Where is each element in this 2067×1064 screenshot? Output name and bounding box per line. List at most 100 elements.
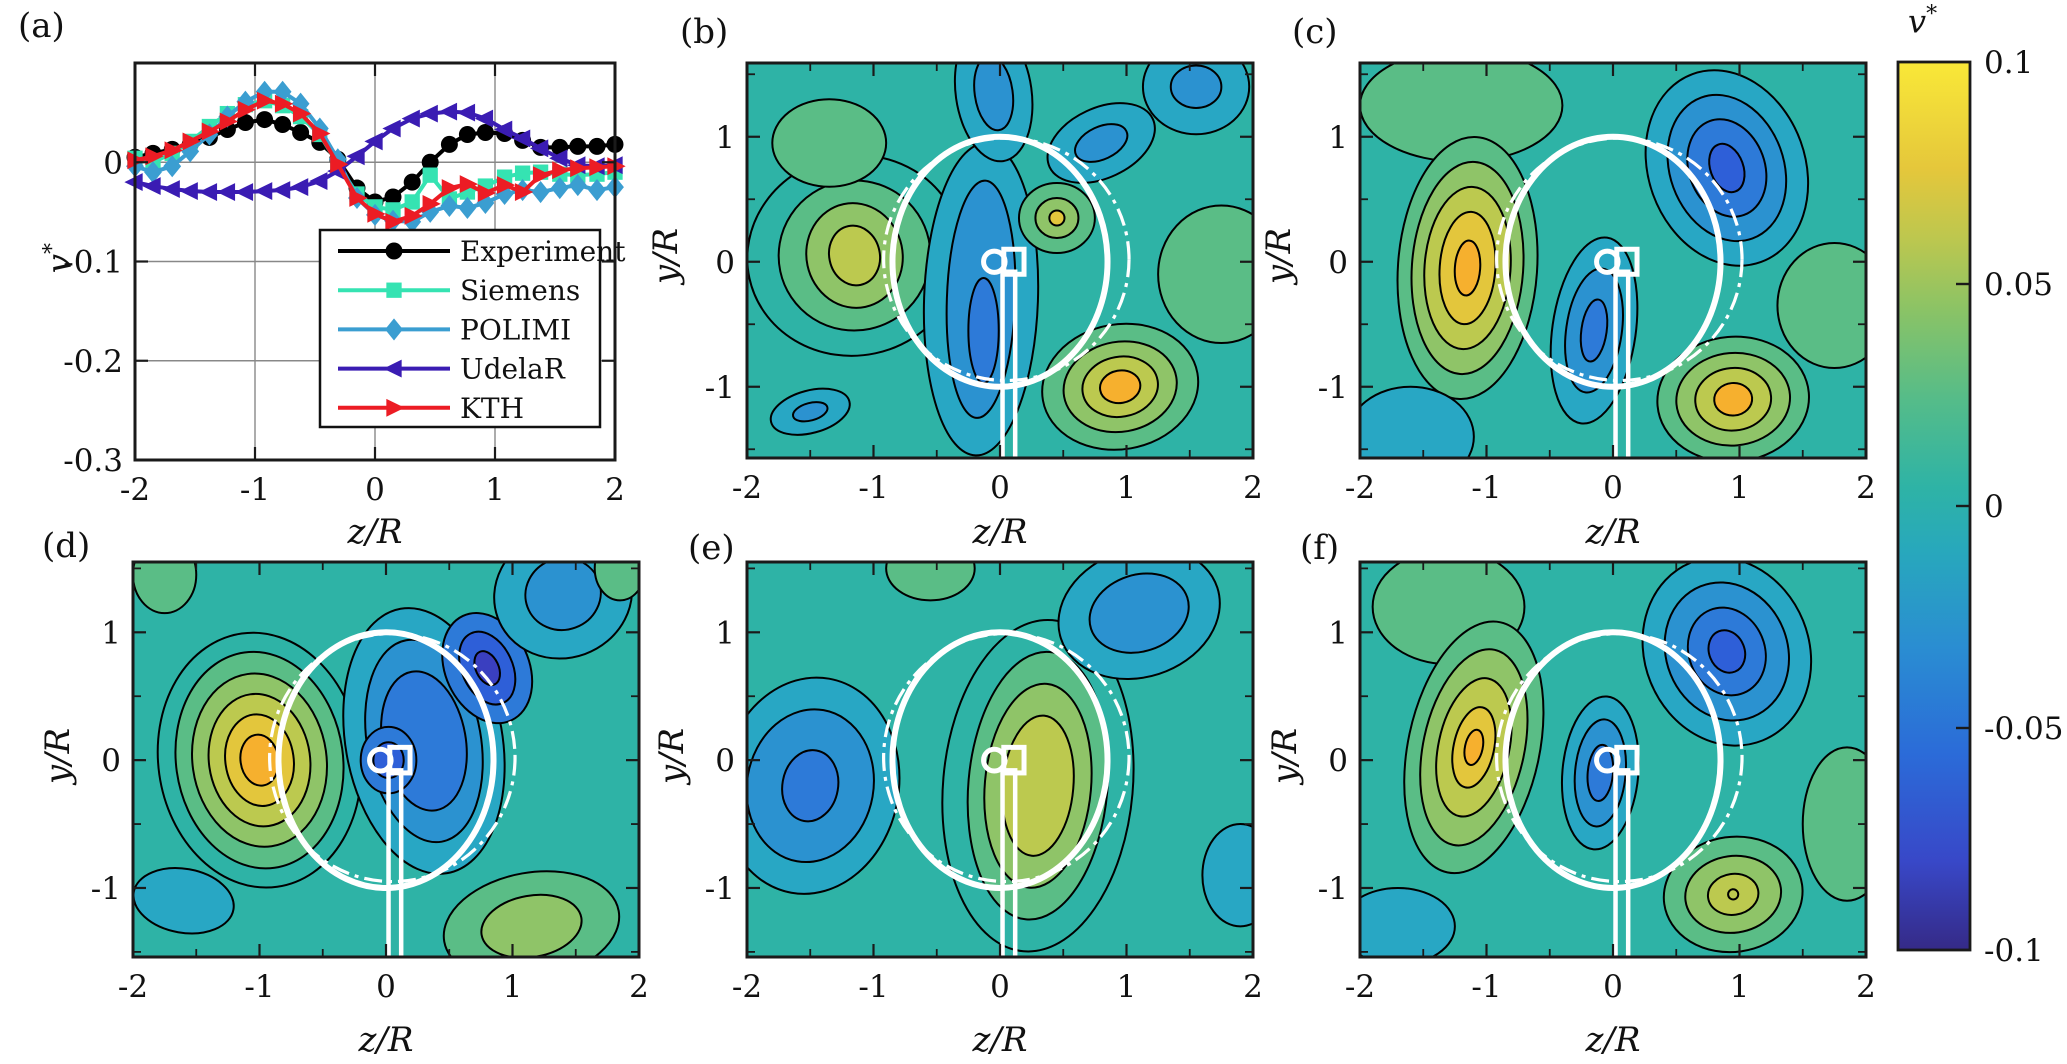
- panel-c-title: (c): [1292, 12, 1338, 52]
- colorbar-tick-label: -0.05: [1984, 711, 2064, 747]
- x-tick-label: 2: [1243, 470, 1263, 506]
- panel-d-ylabel: y/R: [38, 727, 78, 785]
- legend: Experiment Siemens POLIMI UdelaR KTH: [318, 228, 626, 429]
- plot-frame: [745, 61, 1255, 460]
- panel-c-xlabel: z/R: [1585, 512, 1641, 552]
- x-tick-label: -2: [118, 969, 148, 1005]
- x-tick-label: -1: [244, 969, 274, 1005]
- colorbar-tick-label: -0.1: [1984, 933, 2044, 969]
- legend-label: POLIMI: [460, 313, 571, 346]
- panel-d-title: (d): [42, 526, 91, 566]
- panel-e-xlabel: z/R: [972, 1020, 1028, 1060]
- panel-a-xlabel: z/R: [347, 512, 403, 552]
- panel-e-title: (e): [688, 528, 735, 568]
- rotor-disk-ellipse: [889, 133, 1111, 390]
- tick-labels: -2 -1 0 1 2 1 0 -1: [1318, 120, 1876, 506]
- tick-labels: -2 -1 0 1 2 1 0 -1: [91, 615, 649, 1005]
- tower: [1000, 768, 1018, 957]
- x-tick-label: -2: [1345, 969, 1375, 1005]
- rotor-disk-ellipse: [1502, 133, 1724, 390]
- panel-d: -2 -1 0 1 2 1 0 -1: [91, 560, 649, 1005]
- x-tick-label: 1: [1117, 470, 1137, 506]
- x-tick-label: -1: [858, 470, 888, 506]
- y-tick-label: -0.1: [63, 245, 123, 281]
- tower: [1613, 269, 1631, 458]
- x-tick-label: 1: [503, 969, 523, 1005]
- x-tick-label: 0: [1603, 470, 1623, 506]
- x-tick-label: -1: [240, 472, 270, 508]
- colorbar-tick-label: 0: [1984, 489, 2004, 525]
- y-tick-label: 0: [715, 743, 735, 779]
- plot-frame: [745, 560, 1255, 959]
- tick-labels: -2 -1 0 1 2 1 0 -1: [705, 615, 1263, 1005]
- tick-labels: -2 -1 0 1 2 1 0 -1: [705, 120, 1263, 506]
- series-UdelaR: [124, 102, 623, 201]
- colorbar-tick-label: 0.05: [1984, 267, 2053, 303]
- rotor-dashdot-circle: [1495, 136, 1744, 383]
- x-tick-label: 0: [990, 969, 1010, 1005]
- panel-b: -2 -1 0 1 2 1 0 -1: [705, 61, 1263, 506]
- y-tick-label: 1: [101, 615, 121, 651]
- x-tick-label: 1: [1730, 470, 1750, 506]
- panel-c: -2 -1 0 1 2 1 0 -1: [1318, 61, 1876, 506]
- x-tick-label: 1: [1117, 969, 1137, 1005]
- contour-blobs: [133, 562, 639, 957]
- plot-frame: [133, 61, 617, 462]
- panel-a: -2 -1 0 1 2 0 -0.1 -0.2 -0.3 Experiment Siemens POL…: [63, 61, 626, 508]
- x-tick-label: 1: [485, 472, 505, 508]
- y-tick-label: 0: [103, 145, 123, 181]
- rotor-dashdot-circle: [882, 136, 1131, 383]
- x-tick-label: 0: [990, 470, 1010, 506]
- y-tick-label: 1: [1328, 615, 1348, 651]
- tick-labels: -2 -1 0 1 2 0 -0.1 -0.2 -0.3: [63, 145, 625, 508]
- panel-a-title: (a): [18, 6, 65, 46]
- y-tick-label: -1: [1318, 370, 1348, 406]
- x-tick-label: -2: [732, 470, 762, 506]
- x-tick-label: 1: [1730, 969, 1750, 1005]
- panel-e-ylabel: y/R: [652, 727, 692, 785]
- panel-f-ylabel: y/R: [1265, 727, 1305, 785]
- x-tick-label: 2: [605, 472, 625, 508]
- y-tick-label: 1: [715, 120, 735, 156]
- x-tick-label: -2: [1345, 470, 1375, 506]
- x-tick-label: 0: [1603, 969, 1623, 1005]
- contour-blobs: [1360, 63, 1866, 458]
- plot-frame: [131, 560, 641, 959]
- panel-f-title: (f): [1300, 528, 1340, 568]
- y-tick-label: 1: [1328, 120, 1348, 156]
- tick-labels: -2 -1 0 1 2 1 0 -1: [1318, 615, 1876, 1005]
- tower: [1613, 768, 1631, 957]
- colorbar-tick-label: 0.1: [1984, 45, 2033, 81]
- x-tick-label: -1: [1471, 470, 1501, 506]
- x-tick-label: -2: [732, 969, 762, 1005]
- rotor-disk-ellipse: [275, 629, 497, 891]
- panel-d-xlabel: z/R: [358, 1020, 414, 1060]
- y-tick-label: 0: [101, 743, 121, 779]
- x-tick-label: -1: [1471, 969, 1501, 1005]
- panel-b-title: (b): [680, 12, 729, 52]
- rotor-overlay: [268, 629, 517, 957]
- panel-b-ylabel: y/R: [646, 227, 686, 285]
- tower: [386, 768, 404, 957]
- panel-c-ylabel: y/R: [1259, 227, 1299, 285]
- legend-label: KTH: [460, 392, 524, 425]
- y-tick-label: -0.3: [63, 443, 123, 479]
- plot-frame: [1358, 560, 1868, 959]
- legend-label: Experiment: [460, 235, 626, 268]
- x-tick-label: 2: [1243, 969, 1263, 1005]
- x-tick-label: 0: [365, 472, 385, 508]
- legend-label: Siemens: [460, 274, 580, 307]
- plot-frame: [1358, 61, 1868, 460]
- y-tick-label: -0.2: [63, 344, 123, 380]
- y-tick-label: -1: [91, 871, 121, 907]
- colorbar: 0.1 0.05 0 -0.05 -0.1: [1896, 45, 2064, 969]
- y-tick-label: 1: [715, 615, 735, 651]
- x-tick-label: 2: [629, 969, 649, 1005]
- panel-f-xlabel: z/R: [1585, 1020, 1641, 1060]
- x-tick-label: -1: [858, 969, 888, 1005]
- rotor-overlay: [1495, 133, 1744, 458]
- rotor-disk-ellipse: [889, 629, 1111, 891]
- x-tick-label: 2: [1856, 470, 1876, 506]
- rotor-disk-ellipse: [1502, 629, 1724, 891]
